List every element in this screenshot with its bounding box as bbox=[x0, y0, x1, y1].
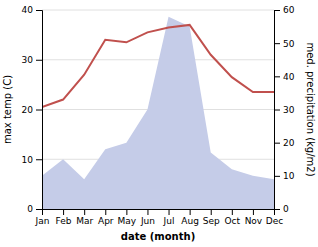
tick: Mar bbox=[76, 209, 93, 226]
tick: Nov bbox=[245, 209, 263, 226]
tick: 40 bbox=[274, 72, 295, 82]
tick-mark bbox=[36, 110, 42, 111]
tick: 20 bbox=[274, 138, 295, 148]
tick-mark bbox=[190, 209, 191, 215]
tick-mark bbox=[274, 76, 280, 77]
y-axis-title: max temp (C) bbox=[2, 75, 13, 144]
chart: JanFebMarAprMayJunJulAugSepOctNovDec0102… bbox=[0, 0, 318, 247]
tick-label: 50 bbox=[283, 39, 295, 49]
tick-mark bbox=[147, 209, 148, 215]
tick-label: Mar bbox=[76, 216, 93, 226]
tick-mark bbox=[36, 10, 42, 11]
tick: Apr bbox=[98, 209, 114, 226]
tick: Jun bbox=[140, 209, 155, 226]
tick: 30 bbox=[274, 105, 295, 115]
tick: Dec bbox=[266, 209, 283, 226]
tick-label: 40 bbox=[22, 5, 34, 15]
tick-label: Oct bbox=[225, 216, 241, 226]
tick-mark bbox=[253, 209, 254, 215]
tick: Aug bbox=[181, 209, 199, 226]
tick-mark bbox=[169, 209, 170, 215]
tick-label: Dec bbox=[266, 216, 283, 226]
x-axis: Jan Feb Mar Apr MayJun Jul Aug Sep Oct NovDec bbox=[35, 209, 284, 226]
y-axis: 0 10 20 30 40 bbox=[22, 5, 43, 214]
tick-label: Jul bbox=[163, 216, 175, 226]
tick-label: 0 bbox=[27, 204, 33, 214]
tick-mark bbox=[274, 43, 280, 44]
axis-line bbox=[43, 210, 275, 216]
area bbox=[42, 17, 274, 209]
tick: 0 bbox=[274, 204, 289, 214]
tick-mark bbox=[63, 209, 64, 215]
tick-label: Aug bbox=[181, 216, 199, 226]
marks bbox=[42, 17, 274, 209]
tick-label: Jun bbox=[140, 216, 155, 226]
y2-axis-title: med. precipitation (kg/m2) bbox=[305, 42, 316, 176]
tick: May bbox=[118, 209, 137, 226]
tick-label: Apr bbox=[98, 216, 114, 226]
tick: 50 bbox=[274, 39, 295, 49]
tick-label: 0 bbox=[283, 204, 289, 214]
tick: 40 bbox=[22, 5, 42, 15]
tick-label: 10 bbox=[22, 155, 34, 165]
tick-mark bbox=[274, 10, 280, 11]
tick-mark bbox=[232, 209, 233, 215]
tick-mark bbox=[274, 110, 280, 111]
tick-mark bbox=[105, 209, 106, 215]
tick-label: 30 bbox=[283, 105, 295, 115]
tick: Jan bbox=[35, 209, 50, 226]
tick-label: Jan bbox=[35, 216, 50, 226]
tick: 20 bbox=[22, 105, 42, 115]
line bbox=[42, 25, 274, 107]
tick: Oct bbox=[225, 209, 241, 226]
tick-mark bbox=[274, 209, 280, 210]
tick-mark bbox=[36, 60, 42, 61]
tick-mark bbox=[126, 209, 127, 215]
tick: 0 bbox=[27, 204, 42, 214]
tick-label: 20 bbox=[22, 105, 34, 115]
tick-label: 40 bbox=[283, 72, 295, 82]
tick: Sep bbox=[203, 209, 220, 226]
y2-axis: 0 10 20 30 40 50 60 bbox=[274, 5, 295, 214]
tick: Feb bbox=[56, 209, 72, 226]
tick-mark bbox=[36, 159, 42, 160]
grid bbox=[42, 10, 274, 209]
tick-label: Nov bbox=[245, 216, 263, 226]
tick-label: 30 bbox=[22, 55, 34, 65]
tick-mark bbox=[211, 209, 212, 215]
tick-mark bbox=[274, 176, 280, 177]
grid-line bbox=[42, 59, 274, 60]
tick-mark bbox=[36, 209, 42, 210]
tick-mark bbox=[274, 143, 280, 144]
tick-label: Feb bbox=[56, 216, 72, 226]
tick: Jul bbox=[163, 209, 175, 226]
tick: 60 bbox=[274, 5, 295, 15]
tick-mark bbox=[84, 209, 85, 215]
x-axis-title: date (month) bbox=[121, 231, 195, 242]
axis-line bbox=[36, 11, 43, 210]
axis-line bbox=[275, 11, 281, 210]
tick-label: 20 bbox=[283, 138, 295, 148]
tick-label: Sep bbox=[203, 216, 220, 226]
tick-label: 10 bbox=[283, 171, 295, 181]
tick: 10 bbox=[274, 171, 295, 181]
tick-label: 60 bbox=[283, 5, 295, 15]
grid-line bbox=[42, 10, 274, 11]
tick: 10 bbox=[22, 155, 42, 165]
tick-label: May bbox=[118, 216, 137, 226]
tick: 30 bbox=[22, 55, 42, 65]
plot: JanFebMarAprMayJunJulAugSepOctNovDec0102… bbox=[2, 5, 316, 242]
